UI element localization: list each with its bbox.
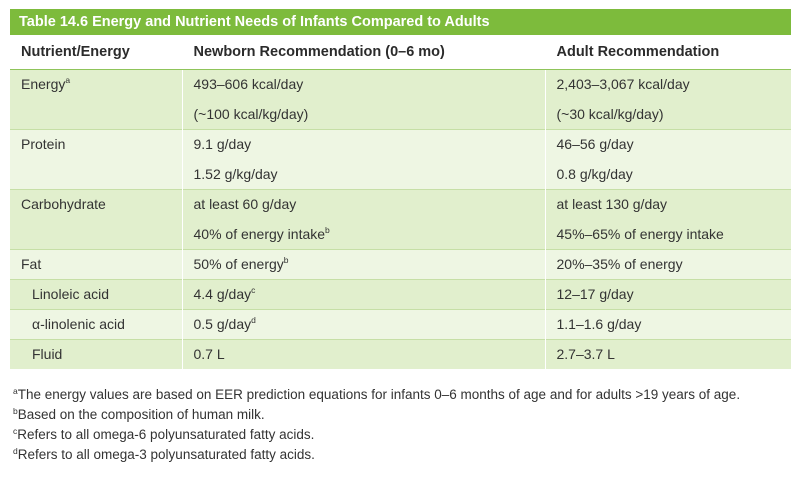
footnote-a: aThe energy values are based on EER pred…	[13, 385, 740, 405]
table-row: Fat 50% of energyb 20%–35% of energy	[10, 248, 791, 279]
nutrient-cell	[10, 219, 182, 249]
nutrient-cell: Fluid	[10, 338, 182, 369]
footnote-text: Based on the composition of human milk.	[17, 407, 265, 422]
newborn-cell: 50% of energyb	[181, 248, 545, 279]
newborn-cell: 0.7 L	[181, 338, 545, 369]
nutrient-cell: α-linolenic acid	[10, 308, 182, 339]
table-row: 1.52 g/kg/day 0.8 g/kg/day	[10, 159, 791, 189]
nutrient-cell	[10, 159, 182, 189]
newborn-cell: 493–606 kcal/day	[181, 69, 545, 99]
table-row: α-linolenic acid 0.5 g/dayd 1.1–1.6 g/da…	[10, 308, 791, 339]
adult-cell: 1.1–1.6 g/day	[544, 308, 791, 339]
table-row: Linoleic acid 4.4 g/dayc 12–17 g/day	[10, 278, 791, 309]
footnote-marker: a	[65, 75, 71, 86]
footnote-marker: c	[251, 285, 256, 295]
newborn-cell: 40% of energy intakeb	[181, 219, 545, 249]
table-row: Protein 9.1 g/day 46–56 g/day	[10, 128, 791, 159]
footnote-text: Refers to all omega-3 polyunsaturated fa…	[17, 447, 315, 462]
footnote-mark: b	[13, 406, 18, 416]
table-title: Table 14.6 Energy and Nutrient Needs of …	[10, 9, 791, 35]
nutrient-table: Table 14.6 Energy and Nutrient Needs of …	[10, 9, 791, 369]
footnote-mark: a	[13, 386, 18, 396]
header-row: Nutrient/Energy Newborn Recommendation (…	[10, 35, 791, 70]
nutrient-cell: Carbohydrate	[10, 188, 182, 219]
adult-cell: 20%–35% of energy	[544, 248, 791, 279]
table-row: (~100 kcal/kg/day) (~30 kcal/kg/day)	[10, 99, 791, 129]
newborn-cell: 1.52 g/kg/day	[181, 159, 545, 189]
footnote-mark: c	[13, 426, 18, 436]
footnote-d: dRefers to all omega-3 polyunsaturated f…	[13, 445, 740, 465]
adult-cell: 2,403–3,067 kcal/day	[544, 69, 791, 99]
nutrient-cell: Fat	[10, 248, 182, 279]
adult-cell: at least 130 g/day	[544, 188, 791, 219]
table-row: 40% of energy intakeb 45%–65% of energy …	[10, 219, 791, 249]
table-row: Fluid 0.7 L 2.7–3.7 L	[10, 338, 791, 369]
table-row: Carbohydrate at least 60 g/day at least …	[10, 188, 791, 219]
footnote-text: The energy values are based on EER predi…	[17, 387, 741, 402]
footnote-text: Refers to all omega-6 polyunsaturated fa…	[17, 427, 315, 442]
data-table: Nutrient/Energy Newborn Recommendation (…	[10, 35, 791, 369]
newborn-cell: at least 60 g/day	[181, 188, 545, 219]
footnote-mark: d	[13, 446, 18, 456]
table-row: Energya 493–606 kcal/day 2,403–3,067 kca…	[10, 69, 791, 99]
header-newborn: Newborn Recommendation (0–6 mo)	[181, 35, 545, 70]
footnotes: aThe energy values are based on EER pred…	[13, 385, 740, 465]
adult-cell: 2.7–3.7 L	[544, 338, 791, 369]
newborn-cell: 0.5 g/dayd	[181, 308, 545, 339]
adult-cell: (~30 kcal/kg/day)	[544, 99, 791, 129]
header-adult: Adult Recommendation	[544, 35, 791, 70]
header-nutrient: Nutrient/Energy	[10, 35, 182, 70]
newborn-cell: (~100 kcal/kg/day)	[181, 99, 545, 129]
newborn-cell: 9.1 g/day	[181, 128, 545, 159]
adult-cell: 46–56 g/day	[544, 128, 791, 159]
nutrient-cell: Linoleic acid	[10, 278, 182, 309]
nutrient-cell: Energya	[10, 69, 182, 99]
footnote-marker: b	[283, 255, 289, 265]
footnote-marker: d	[251, 315, 256, 325]
newborn-cell: 4.4 g/dayc	[181, 278, 545, 309]
footnote-c: cRefers to all omega-6 polyunsaturated f…	[13, 425, 740, 445]
adult-cell: 0.8 g/kg/day	[544, 159, 791, 189]
nutrient-cell	[10, 99, 182, 129]
adult-cell: 12–17 g/day	[544, 278, 791, 309]
footnote-marker: b	[325, 224, 330, 235]
nutrient-cell: Protein	[10, 128, 182, 159]
footnote-b: bBased on the composition of human milk.	[13, 405, 740, 425]
adult-cell: 45%–65% of energy intake	[544, 219, 791, 249]
